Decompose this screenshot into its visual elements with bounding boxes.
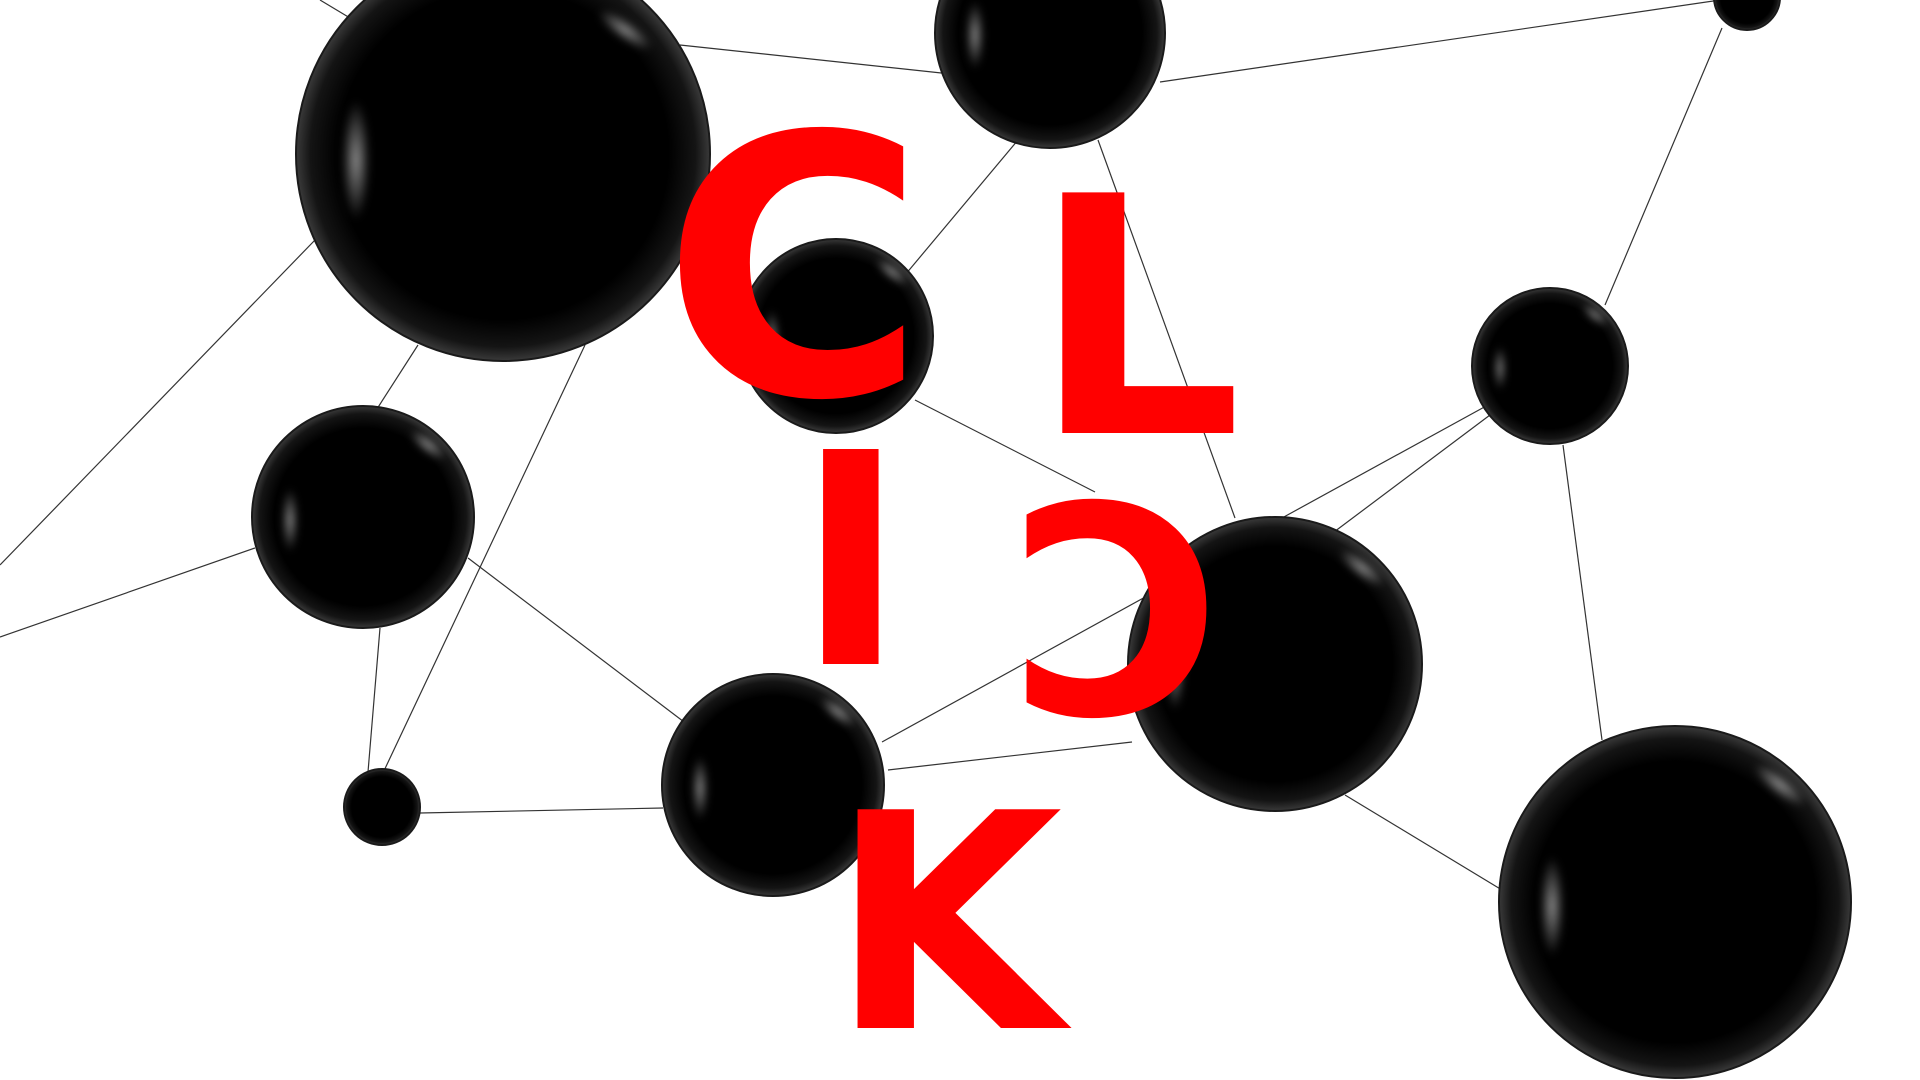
- connection-lines: [0, 0, 1723, 891]
- connection-line: [1159, 0, 1721, 83]
- sphere: [738, 238, 934, 434]
- sphere: [661, 673, 885, 897]
- sphere-group: [251, 0, 1852, 1079]
- connection-line: [914, 399, 1096, 493]
- connection-line: [374, 344, 419, 413]
- sphere: [1471, 287, 1629, 445]
- connection-line: [887, 741, 1133, 771]
- connection-line: [1344, 794, 1503, 891]
- connection-line: [1333, 414, 1491, 533]
- sphere: [1127, 516, 1423, 812]
- sphere: [1713, 0, 1781, 31]
- sphere: [934, 0, 1166, 149]
- connection-line: [419, 807, 664, 814]
- sphere: [295, 0, 711, 362]
- connection-line: [904, 139, 1019, 276]
- connection-line: [1281, 404, 1489, 519]
- sphere: [251, 405, 475, 629]
- connection-line: [1604, 27, 1723, 306]
- connection-line: [1562, 444, 1603, 741]
- connection-line: [0, 239, 316, 566]
- connection-line: [381, 344, 586, 776]
- connection-line: [0, 547, 256, 638]
- connection-line: [881, 589, 1159, 743]
- connection-line: [679, 44, 961, 76]
- connection-line: [467, 557, 693, 729]
- sphere: [343, 768, 421, 846]
- connection-line: [367, 627, 381, 773]
- connection-line: [1097, 139, 1236, 519]
- sphere: [1498, 725, 1852, 1079]
